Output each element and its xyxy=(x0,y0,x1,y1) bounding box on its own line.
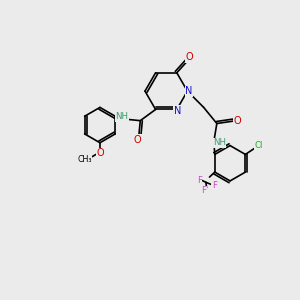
Text: O: O xyxy=(186,52,193,62)
Text: NH: NH xyxy=(213,138,226,147)
Text: O: O xyxy=(134,134,141,145)
Text: F: F xyxy=(201,186,206,195)
Text: O: O xyxy=(234,116,241,126)
Text: NH: NH xyxy=(116,112,128,121)
Text: F: F xyxy=(197,176,202,184)
Text: O: O xyxy=(96,148,104,158)
Text: N: N xyxy=(185,86,193,96)
Text: F: F xyxy=(212,182,217,190)
Text: CH₃: CH₃ xyxy=(77,155,92,164)
Text: N: N xyxy=(174,106,181,116)
Text: Cl: Cl xyxy=(254,141,263,150)
